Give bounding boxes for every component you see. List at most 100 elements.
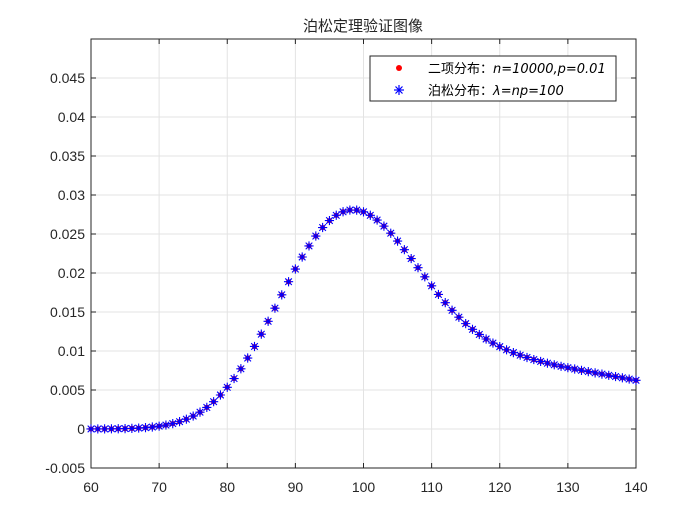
legend-label-poisson-math: λ=np=100 (492, 84, 564, 99)
poisson-point (536, 356, 546, 367)
poisson-point (570, 364, 580, 374)
poisson-point (100, 424, 110, 434)
poisson-point (86, 424, 96, 434)
poisson-point (243, 353, 253, 363)
legend-box (369, 55, 617, 102)
poisson-point (590, 368, 600, 378)
poisson-point (488, 338, 498, 348)
y-tick-label: 0.04 (58, 109, 85, 125)
y-tick-label: 0 (77, 421, 85, 437)
poisson-point (474, 329, 484, 340)
poisson-point (631, 375, 641, 385)
poisson-point (161, 420, 171, 430)
poisson-point (106, 424, 117, 434)
poisson-point (372, 215, 382, 225)
poisson-point (209, 397, 219, 407)
poisson-point (358, 207, 369, 217)
poisson-point (583, 366, 593, 377)
poisson-point (113, 424, 123, 434)
x-tick-label: 80 (219, 479, 235, 495)
poisson-point (386, 228, 396, 238)
poisson-point (304, 241, 314, 251)
legend-label-poisson: 泊松分布：λ=np=100 (428, 84, 564, 99)
poisson-point (610, 371, 621, 382)
poisson-point (461, 319, 471, 329)
poisson-point (515, 350, 525, 360)
y-tick-label: -0.005 (45, 460, 85, 476)
legend-label-poisson-prefix: 泊松分布： (428, 84, 493, 99)
legend: 二项分布：n=10000,p=0.01 泊松分布：λ=np=100 (369, 55, 617, 102)
poisson-point (365, 210, 375, 220)
poisson-point (134, 423, 144, 433)
poisson-point (413, 263, 423, 273)
y-tick-label: 0.045 (50, 70, 85, 86)
x-tick-label: 130 (556, 479, 580, 495)
x-tick-label: 60 (83, 479, 99, 495)
y-tick-label: 0.03 (58, 187, 85, 203)
y-tick-label: 0.02 (58, 265, 85, 281)
poisson-point (624, 374, 634, 384)
poisson-point (256, 329, 266, 339)
x-tick-label: 90 (288, 479, 304, 495)
poisson-point (379, 221, 389, 231)
poisson-point (352, 205, 362, 215)
poisson-point (597, 369, 607, 379)
legend-label-binomial-prefix: 二项分布： (428, 62, 493, 77)
x-tick-label: 140 (624, 479, 648, 495)
poisson-point (617, 373, 627, 383)
poisson-point (338, 207, 348, 217)
y-tick-label: 0.01 (58, 343, 85, 359)
y-tick-label: 0.015 (50, 304, 85, 320)
poisson-point (447, 305, 457, 315)
grid (90, 39, 637, 469)
poisson-point (236, 364, 246, 374)
poisson-point (195, 407, 205, 417)
poisson-point (604, 370, 614, 380)
chart-title: 泊松定理验证图像 (303, 17, 423, 35)
poisson-point (576, 365, 587, 375)
poisson-point (263, 316, 273, 326)
legend-marker-poisson (394, 85, 404, 95)
poisson-point (399, 245, 409, 255)
poisson-point (270, 303, 280, 313)
poisson-point (454, 312, 464, 322)
poisson-point (508, 348, 518, 358)
poisson-point (481, 334, 491, 344)
poisson-point (331, 210, 341, 220)
poisson-point (127, 423, 137, 433)
poisson-point (154, 421, 164, 431)
poisson-point (229, 373, 239, 384)
legend-label-binomial-math: n=10000,p=0.01 (493, 62, 606, 77)
y-tick-label: 0.025 (50, 226, 85, 242)
y-tick-label: 0.035 (50, 148, 85, 164)
poisson-point (93, 424, 103, 434)
poisson-point (174, 417, 185, 427)
x-tick-label: 100 (352, 479, 376, 495)
poisson-point (522, 352, 532, 363)
series-poisson (86, 205, 641, 434)
poisson-point (277, 290, 287, 300)
x-tick-label: 70 (151, 479, 167, 495)
y-axis: -0.005 0 0.005 0.01 0.015 0.02 0.025 0.03 0.035 0… (45, 70, 636, 476)
x-axis: 60 70 80 90 100 110 120 130 140 (83, 39, 648, 495)
x-tick-label: 110 (420, 479, 443, 495)
poisson-point (420, 272, 430, 282)
legend-label-binomial: 二项分布：n=10000,p=0.01 (428, 62, 606, 77)
poisson-point (549, 360, 559, 370)
poisson-point (542, 358, 553, 368)
poisson-point (406, 253, 416, 264)
poisson-point (147, 422, 157, 432)
poisson-point (324, 215, 335, 226)
poisson-point (297, 252, 307, 262)
poisson-point (529, 354, 539, 365)
poisson-point (311, 231, 321, 241)
poisson-point (188, 411, 198, 421)
poisson-point (563, 363, 573, 373)
poisson-point (140, 423, 151, 433)
poisson-point (556, 361, 566, 371)
poisson-point (249, 341, 260, 352)
poisson-point (345, 205, 355, 215)
poisson-point (120, 424, 130, 434)
poisson-point (222, 382, 232, 392)
